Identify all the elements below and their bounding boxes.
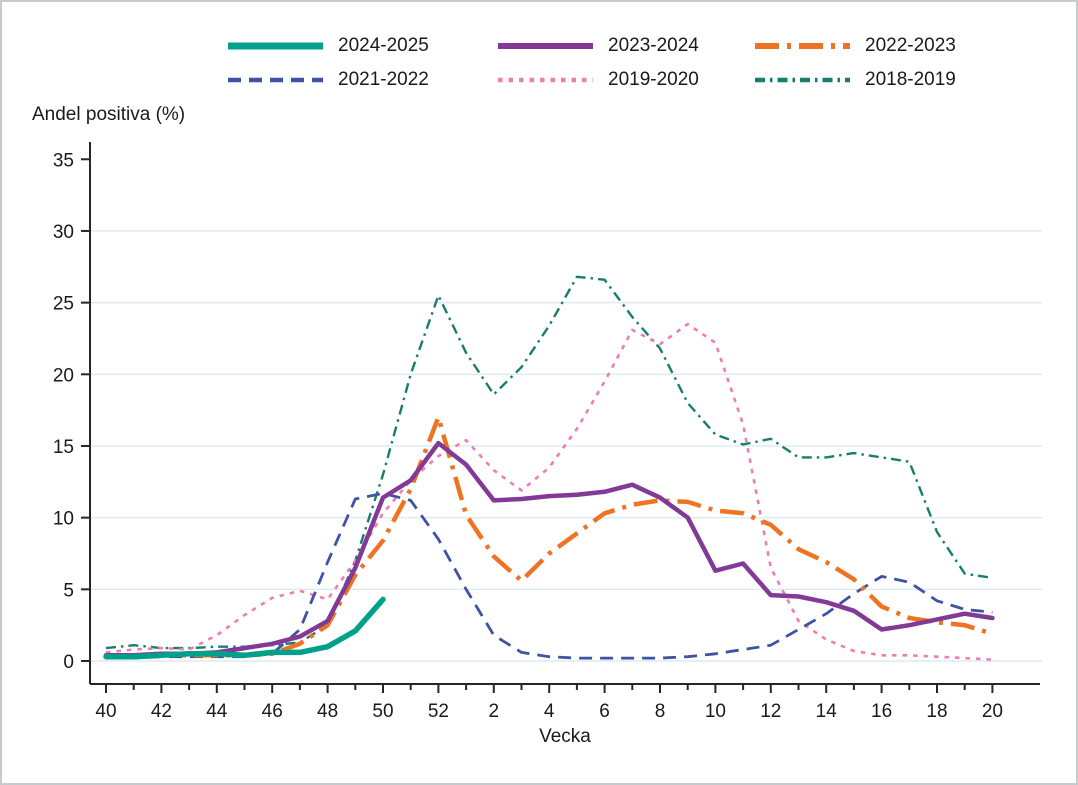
legend-swatch-2024-2025 [228,42,323,50]
y-tick-label-5: 5 [63,580,74,601]
series-line-2024-2025 [103,596,386,660]
series-line-2018-2019 [105,275,993,650]
x-tick-label-week-42: 42 [151,701,172,722]
legend-item-2022-2023: 2022-2023 [754,34,956,58]
x-tick-label-week-14: 14 [816,701,838,722]
y-tick-label-20: 20 [53,365,74,386]
series-line-2022-2023 [106,415,994,659]
series-line-2019-2020 [105,322,993,661]
y-tick-label-30: 30 [53,222,74,243]
y-tick-label-35: 35 [53,150,74,171]
x-tick-label-week-6: 6 [599,701,610,722]
y-tick-label-15: 15 [53,437,74,458]
x-tick-label-week-52: 52 [428,701,449,722]
y-tick-label-0: 0 [63,652,74,673]
legend-label-2018-2019: 2018-2019 [865,69,956,90]
series-line-2023-2024 [103,440,995,658]
y-tick-label-25: 25 [53,294,74,315]
legend-label-2024-2025: 2024-2025 [338,35,429,56]
x-tick-label-week-44: 44 [206,701,228,722]
x-tick-label-week-4: 4 [544,701,555,722]
x-tick-label-week-8: 8 [655,701,666,722]
legend-swatch-2023-2024 [498,43,593,49]
legend-item-2018-2019: 2018-2019 [754,68,956,92]
legend-label-2023-2024: 2023-2024 [608,35,699,56]
legend-item-2024-2025: 2024-2025 [227,34,429,58]
x-tick-label-week-46: 46 [262,701,283,722]
legend-label-2019-2020: 2019-2020 [608,69,699,90]
legend-item-2023-2024: 2023-2024 [497,34,699,58]
legend-item-2019-2020: 2019-2020 [497,68,699,92]
axis-ticks [81,158,994,693]
x-tick-label-week-48: 48 [317,701,338,722]
axes [89,142,1040,685]
x-tick-label-week-50: 50 [372,701,393,722]
legend-swatch-2021-2022 [228,77,323,83]
horizontal-gridlines [90,230,1042,662]
legend-swatch-2018-2019 [755,77,850,83]
x-tick-label-week-12: 12 [760,701,781,722]
y-tick-label-10: 10 [53,509,74,530]
x-tick-label-week-20: 20 [982,701,1003,722]
y-axis-title: Andel positiva (%) [32,104,185,125]
legend-label-2021-2022: 2021-2022 [338,69,429,90]
x-tick-label-week-2: 2 [489,701,500,722]
legend-swatch-2022-2023 [755,43,850,49]
x-tick-label-week-18: 18 [926,701,947,722]
x-tick-label-week-10: 10 [705,701,726,722]
x-tick-label-week-40: 40 [95,701,116,722]
legend-label-2022-2023: 2022-2023 [865,35,956,56]
legend-swatch-2019-2020 [498,77,593,83]
legend-item-2021-2022: 2021-2022 [227,68,429,92]
x-axis-title: Vecka [539,726,591,747]
data-series-lines [103,275,995,661]
x-tick-label-week-16: 16 [871,701,892,722]
